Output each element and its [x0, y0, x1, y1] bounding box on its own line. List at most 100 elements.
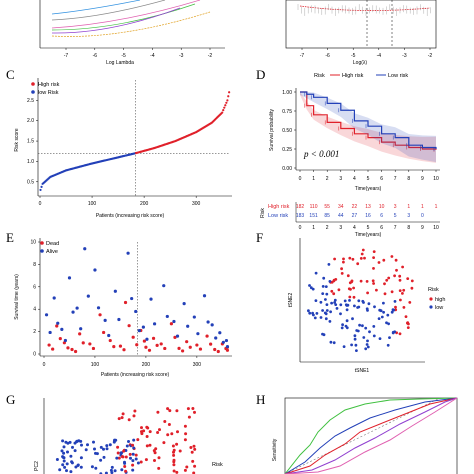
panel-f-point [393, 300, 397, 303]
panel-f-point [321, 292, 325, 295]
panel-f-point [359, 279, 363, 283]
panel-f-point [313, 316, 317, 320]
risk-table-xlabel: Time(years) [355, 232, 382, 238]
panel-f-point [394, 258, 398, 262]
panel-c-point [228, 91, 231, 94]
panel-f-point [362, 301, 365, 304]
panel-f-point [406, 277, 410, 280]
panel-g-point [95, 452, 99, 456]
panel-f-point [361, 248, 365, 252]
panel-e-legend-dead: Dead [46, 241, 59, 247]
risk-table-xtick-9: 9 [421, 225, 424, 231]
panel-f-point [333, 298, 337, 302]
panel-e-point [75, 306, 79, 310]
panel-g-label: G [6, 392, 15, 407]
panel-e-point [118, 344, 123, 348]
risk-table-cell: 13 [365, 204, 371, 210]
panel-d-ylabel: Survival probability [269, 109, 275, 151]
panel-c-point [226, 99, 229, 102]
panel-e-point [192, 315, 196, 319]
panel-f-point [344, 324, 348, 328]
panel-e-xtick-0: 0 [43, 362, 46, 368]
panel-f-ylabel: tSNE2 [288, 293, 294, 308]
panel-g-point [110, 465, 114, 469]
panel-g-point [123, 460, 126, 464]
panel-f-point [322, 276, 326, 280]
risk-row-high-name: High risk [268, 204, 290, 210]
panel-g-point [175, 409, 179, 413]
panel-e-point [73, 349, 78, 354]
panel-g-point [191, 407, 195, 410]
risk-table-cell: 1 [407, 204, 410, 210]
panel-d-label: D [256, 67, 265, 82]
panel-e-point [173, 335, 177, 339]
panel-g-point [172, 458, 176, 462]
panel-e-point [58, 337, 62, 341]
panel-g-point [168, 409, 172, 413]
panel-g-point [148, 443, 152, 447]
panel-f-point [356, 306, 359, 309]
panel-g-point [77, 439, 81, 443]
panel-d-curve-0 [300, 91, 437, 150]
panel-d-legend-low: Low risk [388, 73, 408, 79]
panel-g-point [94, 466, 98, 470]
panel-h-ylabel: Sensitivity [272, 438, 278, 461]
panel-g-point [153, 459, 156, 462]
panel-g-point [140, 426, 143, 430]
panel-f-point [325, 292, 329, 296]
panel-f-point [352, 295, 356, 299]
panel-b-tick-3: -4 [377, 53, 382, 59]
panel-c-point [133, 152, 136, 155]
panel-f-legend-high: high [435, 297, 445, 303]
panel-e-point [218, 331, 222, 335]
panel-g-point [131, 452, 135, 456]
panel-c-ylabel: Risk score [14, 128, 20, 152]
panel-b-tick-2: -5 [351, 53, 356, 59]
panel-d-legend-high: High risk [342, 73, 364, 79]
risk-table-cell: 55 [324, 204, 330, 210]
panel-e-point [102, 330, 106, 335]
panel-e-point [225, 348, 230, 352]
panel-e-point [165, 314, 169, 319]
panel-f-point [358, 323, 361, 327]
panel-e-point [195, 343, 199, 347]
panel-g-point [65, 469, 68, 473]
panel-g-point [90, 465, 94, 469]
panel-g-point [102, 447, 105, 451]
risk-table-cell: 85 [324, 213, 330, 219]
panel-e-point [198, 347, 203, 351]
panel-f-point [385, 321, 388, 325]
panel-d: Risk High risk Low risk 0 1 2 3 4 5 6 7 8 9 10 0.00… [269, 73, 440, 192]
panel-g: PC2 Risk [34, 398, 223, 474]
panel-h: Sensitivity [272, 397, 458, 474]
panel-e-ytick-0: 0 [33, 352, 36, 358]
panel-f-legend-title: Risk [428, 287, 439, 293]
panel-g-point [80, 443, 83, 447]
panel-f-point [347, 287, 351, 291]
panel-c-xtick-1: 100 [88, 201, 97, 207]
risk-table-cell: 34 [338, 204, 344, 210]
panel-g-point [66, 441, 70, 445]
panel-g-point [145, 425, 149, 429]
panel-g-point [124, 455, 128, 459]
panel-e-point [56, 321, 60, 325]
panel-f-point [342, 257, 345, 261]
panel-c-ytick-0: 0.5 [27, 179, 34, 185]
panel-f-point [321, 285, 325, 288]
panel-c-point [225, 101, 228, 104]
panel-f-point [398, 332, 402, 336]
panel-g-point [58, 468, 62, 472]
panel-f-point [372, 256, 375, 259]
panel-f-point [383, 292, 387, 296]
panel-e-xtick-3: 300 [193, 362, 202, 368]
panel-a-tick-3: -4 [150, 53, 155, 59]
risk-table-cell: 5 [394, 213, 397, 219]
panel-e-point [142, 339, 146, 343]
panel-e-legend-alive: Alive [46, 249, 58, 255]
panel-f-point [387, 276, 391, 280]
panel-g-point [139, 460, 143, 464]
panel-e-point [145, 337, 149, 341]
risk-table-cell: 3 [394, 204, 397, 210]
panel-g-point [104, 471, 108, 474]
